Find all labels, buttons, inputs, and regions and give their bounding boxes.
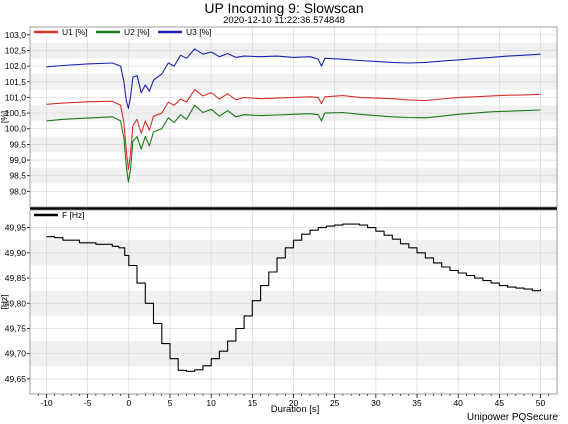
voltage-panel: 98,0 98,5 99,0 99,5 100,0 100,5 101,0 101,5 102,… <box>0 26 558 208</box>
frequency-y-tick-label: 49,80 <box>5 298 27 308</box>
voltage-series-line-3 <box>46 48 541 109</box>
x-tick-label: 10 <box>206 398 216 408</box>
x-tick-label: 45 <box>495 398 505 408</box>
voltage-y-tick-label: 103,0 <box>5 30 27 40</box>
voltage-y-tick-label: 99,5 <box>9 139 26 149</box>
x-tick-label: 35 <box>412 398 422 408</box>
chart-subtitle: 2020-12-10 11:22:36.574848 <box>223 15 345 26</box>
voltage-legend-box <box>31 27 213 38</box>
voltage-y-tick-label: 100,0 <box>5 124 27 134</box>
voltage-y-tick-label: 99,0 <box>9 155 26 165</box>
frequency-y-tick-label: 49,65 <box>5 374 27 384</box>
voltage-series-line-2 <box>46 104 541 183</box>
x-tick-label: 40 <box>453 398 463 408</box>
x-tick-label: 0 <box>126 398 131 408</box>
voltage-y-tick-label: 102,0 <box>5 61 27 71</box>
x-tick-label: 30 <box>371 398 381 408</box>
frequency-y-tick-label: 49,95 <box>5 223 27 233</box>
x-tick-label: 50 <box>536 398 546 408</box>
voltage-series-line-1 <box>46 89 541 170</box>
voltage-y-tick-label: 101,5 <box>5 77 27 87</box>
frequency-legend-label-1: F [Hz] <box>62 210 85 220</box>
x-tick-label: 5 <box>168 398 173 408</box>
x-axis: -10 -5 0 5 10 15 20 25 30 35 40 45 50 <box>30 207 557 408</box>
voltage-y-tick-label: 102,5 <box>5 45 27 55</box>
frequency-y-tick-label: 49,90 <box>5 248 27 258</box>
frequency-y-tick-label: 49,75 <box>5 323 27 333</box>
x-tick-label: 20 <box>289 398 299 408</box>
x-tick-label: -10 <box>40 398 53 408</box>
x-axis-label: Duration [s] <box>271 404 320 415</box>
frequency-legend-box <box>31 210 97 221</box>
frequency-series-line-1 <box>46 223 542 372</box>
frequency-y-axis-label: [Hz] <box>0 294 9 309</box>
voltage-y-tick-label: 98,5 <box>9 171 26 181</box>
x-tick-label: 25 <box>330 398 340 408</box>
voltage-legend-label-1: U1 [%] <box>62 27 88 37</box>
voltage-legend-label-2: U2 [%] <box>124 27 150 37</box>
voltage-plot-frame <box>29 26 558 208</box>
voltage-legend-label-3: U3 [%] <box>186 27 212 37</box>
voltage-y-tick-label: 100,5 <box>5 108 27 118</box>
frequency-y-tick-label: 49,70 <box>5 349 27 359</box>
frequency-y-tick-label: 49,85 <box>5 273 27 283</box>
chart-title: UP Incoming 9: Slowscan <box>204 0 364 16</box>
voltage-y-tick-label: 98,0 <box>9 186 26 196</box>
frequency-panel: 49,65 49,70 49,75 49,80 49,85 49,90 49,95 [Hz] F… <box>0 209 558 395</box>
x-tick-label: 15 <box>248 398 258 408</box>
voltage-y-tick-label: 101,0 <box>5 92 27 102</box>
footer-brand: Unipower PQSecure <box>466 412 558 423</box>
x-tick-label: -5 <box>84 398 92 408</box>
voltage-y-axis-label: [%] <box>0 111 9 123</box>
